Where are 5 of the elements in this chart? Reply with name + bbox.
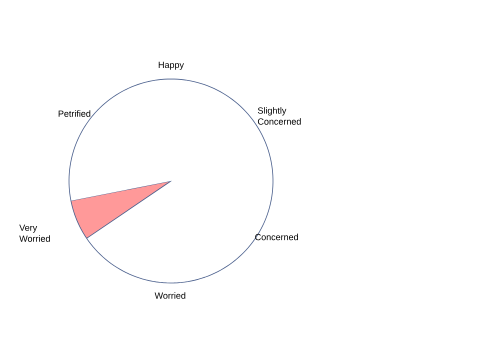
slice-label: Very Worried (19, 224, 50, 242)
slice-label: Petrified (58, 110, 90, 117)
slice-label: Worried (154, 292, 186, 299)
slice-label: Slightly Concerned (258, 107, 301, 125)
slice-label: Happy (158, 62, 184, 70)
